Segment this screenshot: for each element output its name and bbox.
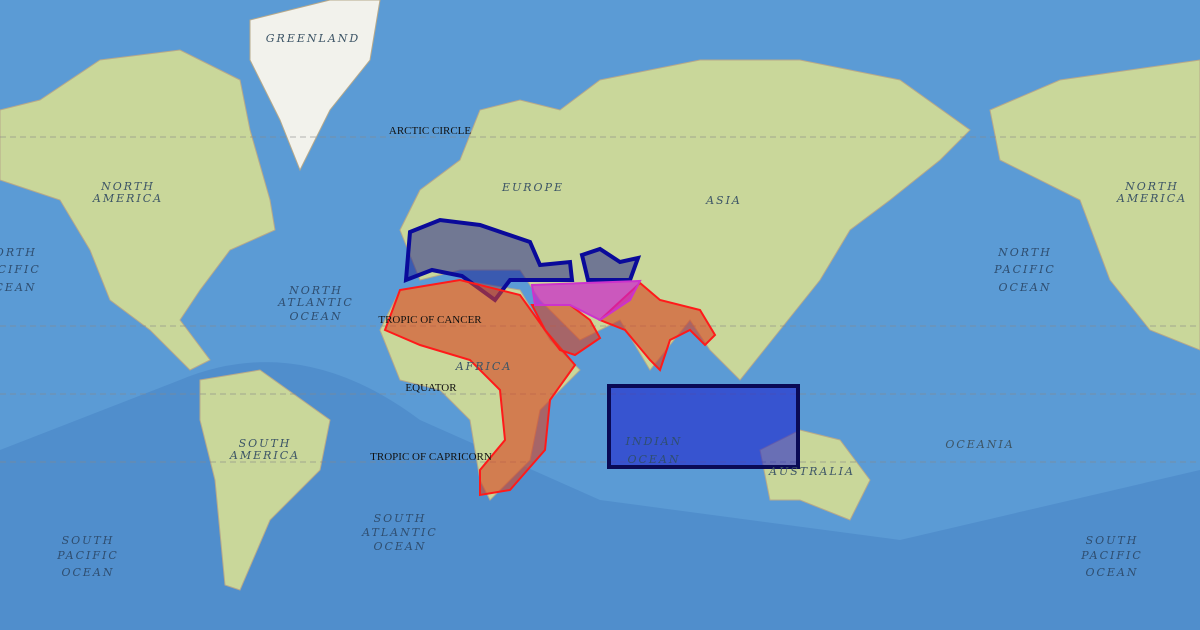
region-indian-ocean-box[interactable] [607,384,800,469]
land-greenland [249,0,381,172]
label-arctic-circle: ARCTIC CIRCLE [389,125,471,137]
label-north-america-east-2: AMERICA [1116,192,1187,205]
land-south-america [199,369,331,591]
label-north-atlantic-3: OCEAN [289,310,342,323]
label-south-pacific-east-1: SOUTH [1086,534,1139,547]
region-africa-red[interactable] [383,278,577,497]
label-north-america-2: AMERICA [92,192,163,205]
highlight-regions [383,217,800,497]
label-north-pacific-1: NORTH [997,246,1052,259]
label-south-atlantic-1: SOUTH [374,512,427,525]
label-tropic-cancer: TROPIC OF CANCER [378,314,482,326]
label-north-america-east-1: NORTH [1124,180,1179,193]
label-equator: EQUATOR [405,382,457,394]
label-north-pacific-west-2: PACIFIC [0,263,41,276]
land-north-america-east [989,59,1200,351]
label-south-pacific-2: PACIFIC [56,549,119,562]
label-north-pacific-3: OCEAN [998,281,1051,294]
label-south-pacific-3: OCEAN [61,566,114,579]
label-south-pacific-east-3: OCEAN [1085,566,1138,579]
label-south-atlantic-2: ATLANTIC [361,526,438,539]
label-north-pacific-2: PACIFIC [993,263,1056,276]
label-north-pacific-west-1: NORTH [0,246,37,259]
region-caucasus-blue[interactable] [579,246,642,282]
label-north-atlantic-1: NORTH [288,284,343,297]
label-oceania: OCEANIA [945,438,1014,451]
label-asia: ASIA [705,194,742,207]
label-greenland: GREENLAND [266,32,360,45]
label-north-pacific-west-3: OCEAN [0,281,37,294]
label-north-america-1: NORTH [100,180,155,193]
label-south-pacific-1: SOUTH [62,534,115,547]
label-africa: AFRICA [455,360,513,373]
label-europe: EUROPE [501,181,564,194]
label-australia: AUSTRALIA [768,465,855,478]
label-north-atlantic-2: ATLANTIC [277,296,354,309]
label-south-america-1: SOUTH [239,437,292,450]
region-europe-blue[interactable] [403,217,575,303]
land-north-america [0,49,276,371]
region-persia-magenta[interactable] [530,279,642,322]
label-indian-ocean-2: OCEAN [627,453,680,466]
region-india-red[interactable] [598,281,717,372]
label-indian-ocean-1: INDIAN [625,435,683,448]
label-south-america-2: AMERICA [229,449,300,462]
label-south-atlantic-3: OCEAN [373,540,426,553]
label-tropic-capricorn: TROPIC OF CAPRICORN [370,451,492,463]
label-south-pacific-east-2: PACIFIC [1080,549,1143,562]
